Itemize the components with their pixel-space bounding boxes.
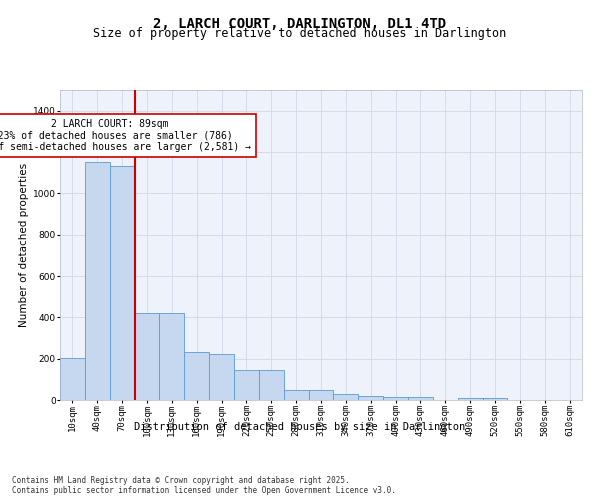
Text: 2, LARCH COURT, DARLINGTON, DL1 4TD: 2, LARCH COURT, DARLINGTON, DL1 4TD: [154, 18, 446, 32]
Text: Size of property relative to detached houses in Darlington: Size of property relative to detached ho…: [94, 28, 506, 40]
Bar: [308, 390, 334, 400]
Bar: [60, 358, 85, 400]
Text: 2 LARCH COURT: 89sqm
← 23% of detached houses are smaller (786)
76% of semi-deta: 2 LARCH COURT: 89sqm ← 23% of detached h…: [0, 119, 251, 152]
Bar: [209, 354, 234, 400]
Bar: [234, 370, 259, 400]
Bar: [259, 370, 284, 400]
Bar: [110, 166, 134, 400]
Bar: [482, 398, 508, 400]
Bar: [160, 313, 184, 400]
Bar: [358, 396, 383, 400]
Bar: [284, 390, 308, 400]
Bar: [334, 394, 358, 400]
Bar: [184, 352, 209, 400]
Text: Distribution of detached houses by size in Darlington: Distribution of detached houses by size …: [134, 422, 466, 432]
Y-axis label: Number of detached properties: Number of detached properties: [19, 163, 29, 327]
Bar: [458, 398, 482, 400]
Bar: [85, 162, 110, 400]
Bar: [383, 397, 408, 400]
Bar: [134, 313, 160, 400]
Bar: [408, 397, 433, 400]
Text: Contains HM Land Registry data © Crown copyright and database right 2025.
Contai: Contains HM Land Registry data © Crown c…: [12, 476, 396, 495]
